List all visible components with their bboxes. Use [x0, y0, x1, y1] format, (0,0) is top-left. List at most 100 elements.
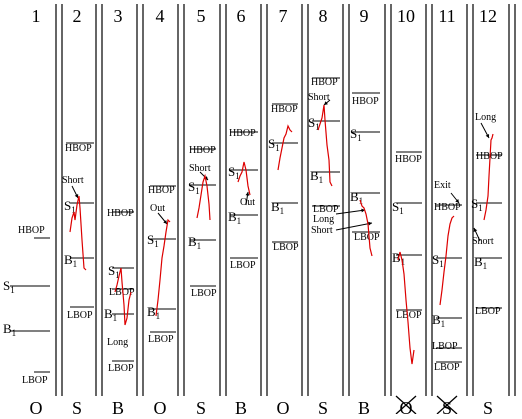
col-bottom-1: O [30, 398, 43, 414]
col-bottom-8: S [318, 398, 328, 414]
arrowhead [245, 192, 250, 196]
level-label: HBOP [311, 77, 338, 88]
level-label: HBOP [65, 143, 92, 154]
col-bottom-7: O [277, 398, 290, 414]
level-label: LBOP [191, 288, 217, 299]
annotation-label: Long [107, 337, 128, 348]
annotation-label: Long [313, 214, 334, 225]
arrowhead [473, 228, 478, 232]
level-label: HBOP [395, 154, 422, 165]
col-bottom-9: B [358, 398, 370, 414]
column-bottom-letters: O S B O S B O S B O S S [30, 398, 494, 418]
level-ticks [10, 77, 502, 373]
arrowhead [455, 199, 459, 203]
level-label: LBOP [273, 242, 299, 253]
price-path [155, 218, 171, 317]
column-dividers [55, 4, 516, 396]
col-number-11: 11 [438, 6, 455, 26]
level-label: B1 [271, 199, 284, 216]
level-label: B1 [104, 306, 117, 323]
price-path [483, 133, 494, 221]
level-label: LBOP [475, 306, 501, 317]
price-path [277, 124, 293, 171]
col-number-10: 10 [397, 6, 415, 26]
level-label: S1 [108, 263, 120, 280]
level-label: HBOP [148, 185, 175, 196]
level-label: S1 [432, 252, 444, 269]
level-label: HBOP [271, 104, 298, 115]
column-numbers: 1 2 3 4 5 6 7 8 9 10 11 12 [32, 6, 498, 26]
price-paths [69, 104, 494, 365]
level-label: HBOP [107, 208, 134, 219]
col-bottom-10: O [400, 398, 413, 414]
price-path [439, 215, 455, 306]
level-label: S1 [3, 278, 15, 295]
level-label: LBOP [354, 232, 380, 243]
level-label: S1 [64, 198, 76, 215]
arrowhead [485, 134, 490, 138]
level-label: S1 [308, 115, 320, 132]
level-label: LBOP [313, 204, 339, 215]
col-number-6: 6 [237, 6, 246, 26]
level-label: LBOP [22, 375, 48, 386]
col-number-5: 5 [197, 6, 206, 26]
price-path [114, 267, 132, 326]
annotation-label: Out [240, 197, 255, 208]
level-label: LBOP [67, 310, 93, 321]
level-label: HBOP [189, 145, 216, 156]
arrowhead [74, 194, 79, 198]
annotation-label: Short [189, 163, 211, 174]
arrowhead [324, 101, 328, 105]
col-bottom-12: S [483, 398, 493, 414]
cross-mark-10b [395, 395, 417, 415]
level-label: LBOP [432, 341, 458, 352]
col-bottom-3: B [112, 398, 124, 414]
level-label: S1 [350, 126, 362, 143]
level-label: B1 [228, 209, 241, 226]
level-label: B1 [3, 321, 16, 338]
price-path [397, 251, 415, 365]
arrowhead [361, 208, 365, 213]
level-label: B1 [188, 234, 201, 251]
price-path [237, 161, 251, 196]
col-bottom-6: B [235, 398, 247, 414]
level-label: LBOP [396, 310, 422, 321]
col-bottom-4: O [154, 398, 167, 414]
level-label: B1 [474, 254, 487, 271]
level-label: B1 [147, 304, 160, 321]
annotation-arrows [71, 99, 490, 242]
annotation-label: Short [472, 236, 494, 247]
cross-marks [395, 395, 458, 415]
col-bottom-2: S [72, 398, 82, 414]
price-path [69, 195, 87, 271]
level-label: S1 [471, 196, 483, 213]
col-number-8: 8 [319, 6, 328, 26]
level-label: HBOP [229, 128, 256, 139]
col-number-12: 12 [479, 6, 497, 26]
col-number-9: 9 [360, 6, 369, 26]
level-labels: HBOP S1 B1 LBOP HBOP Short S1 B1 LBOP HBOP S1 LBOP B… [3, 77, 503, 386]
level-label: S1 [268, 136, 280, 153]
annotation-label: Short [311, 225, 333, 236]
annotation-label: Long [475, 112, 496, 123]
col-number-4: 4 [156, 6, 165, 26]
annotation-label: Short [308, 92, 330, 103]
price-path [196, 173, 211, 221]
level-label: LBOP [434, 362, 460, 373]
col-bottom-11: S [442, 398, 452, 414]
level-label: S1 [228, 164, 240, 181]
level-label: HBOP [434, 202, 461, 213]
price-path [359, 199, 373, 257]
col-bottom-5: S [196, 398, 206, 414]
annotation-label: Out [150, 203, 165, 214]
annotation-arrow [335, 209, 366, 215]
level-label: LBOP [109, 287, 135, 298]
annotation-label: Short [62, 175, 84, 186]
level-label: HBOP [352, 96, 379, 107]
level-label: S1 [147, 232, 159, 249]
cross-mark-11b [436, 395, 458, 415]
col-number-7: 7 [279, 6, 288, 26]
level-label: S1 [392, 199, 404, 216]
